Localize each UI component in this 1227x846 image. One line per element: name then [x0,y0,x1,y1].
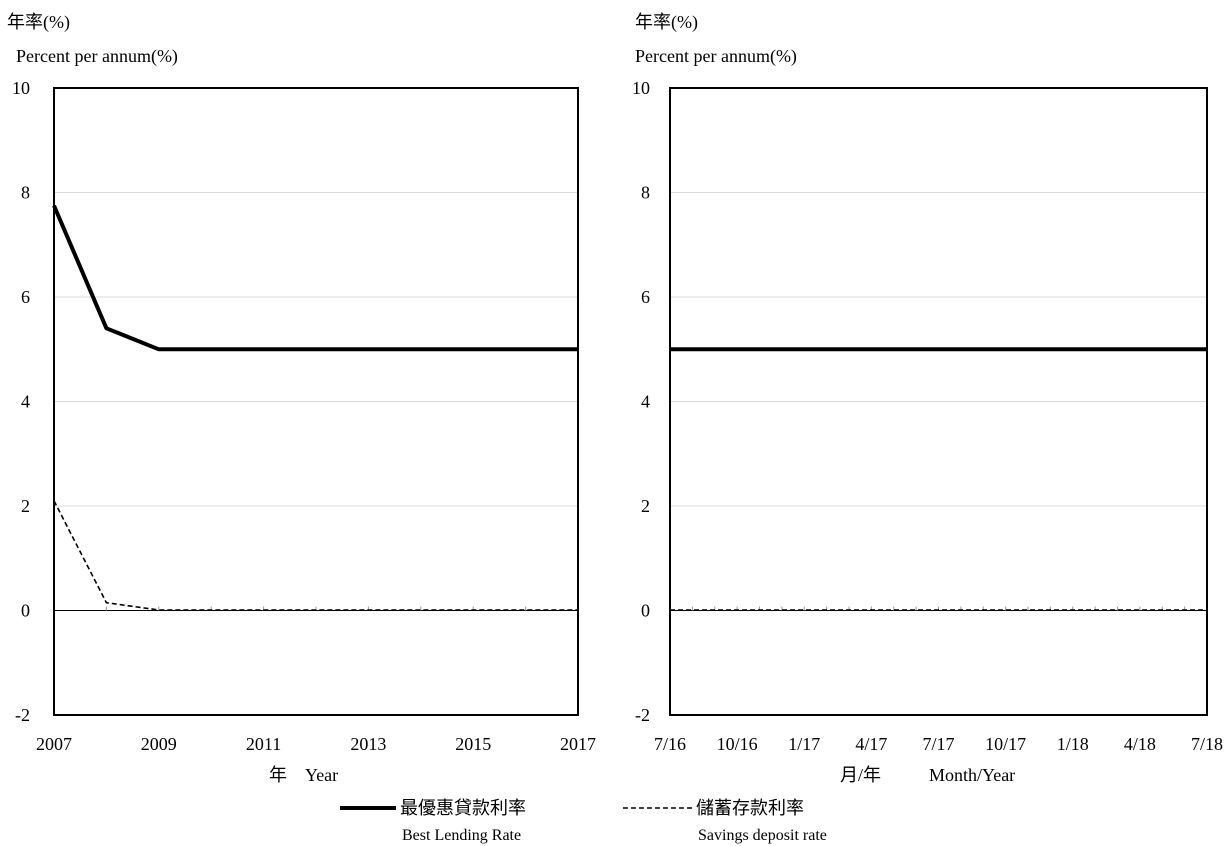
right-xtick-label: 10/17 [985,734,1026,754]
right-xtick-label: 4/17 [855,734,887,754]
right-ytick-label: 10 [632,78,650,98]
left-ytick-label: 0 [21,601,30,621]
right-xtick-label: 7/17 [922,734,954,754]
right-xtick-label: 10/16 [717,734,758,754]
right-ylabel-en: Percent per annum(%) [635,46,797,67]
left-plot-border [53,87,579,716]
right-xtick-label: 7/18 [1191,734,1223,754]
left-series-best-lending-rate [52,204,578,352]
legend-label-en-savings: Savings deposit rate [698,827,827,844]
right-plot-area: -2 0 2 4 6 8 10 7/16 10/16 1/17 4/17 7/17 10/17 1/18 4… [632,78,1223,754]
right-xlabel-zh: 月/年 [840,765,881,785]
legend-label-en-best-lending: Best Lending Rate [402,827,521,844]
right-xtick-label: 1/17 [788,734,820,754]
legend-label-zh-savings: 儲蓄存款利率 [696,798,804,818]
left-xtick-label: 2011 [246,734,281,754]
left-ytick-label: 4 [21,392,30,412]
left-xtick-label: 2017 [560,734,596,754]
left-xtick-label: 2009 [141,734,177,754]
left-ytick-label: 8 [21,183,30,203]
right-plot-border [669,87,1208,716]
left-xtick-label: 2007 [36,734,72,754]
left-xlabel-en: Year [305,765,338,785]
left-ytick-label: 10 [12,78,30,98]
right-xtick-label: 7/16 [654,734,686,754]
left-ylabel-zh: 年率(%) [7,12,70,33]
left-ytick-label: 6 [21,287,30,307]
right-ytick-label: 0 [641,601,650,621]
legend: 最優惠貸款利率 Best Lending Rate 儲蓄存款利率 Savings… [340,798,827,844]
right-xtick-label: 1/18 [1057,734,1089,754]
right-xtick-label: 4/18 [1124,734,1156,754]
left-xlabel-zh: 年 [269,765,287,785]
left-ytick-label: 2 [21,496,30,516]
left-plot-area: -2 0 2 4 6 8 10 2007 2009 2011 2013 2015 2017 [12,78,596,754]
right-ytick-label: 4 [641,392,650,412]
right-ytick-label: 8 [641,183,650,203]
legend-label-zh-best-lending: 最優惠貸款利率 [400,798,526,818]
left-series-savings-deposit-rate [53,500,578,611]
left-xtick-label: 2015 [455,734,491,754]
left-ylabel-en: Percent per annum(%) [16,46,178,67]
right-xlabel-en: Month/Year [929,765,1015,785]
right-ylabel-zh: 年率(%) [635,12,698,33]
left-xtick-label: 2013 [350,734,386,754]
right-ytick-label: 2 [641,496,650,516]
right-ytick-label: 6 [641,287,650,307]
left-ytick-label: -2 [15,705,30,725]
right-ytick-label: -2 [635,705,650,725]
